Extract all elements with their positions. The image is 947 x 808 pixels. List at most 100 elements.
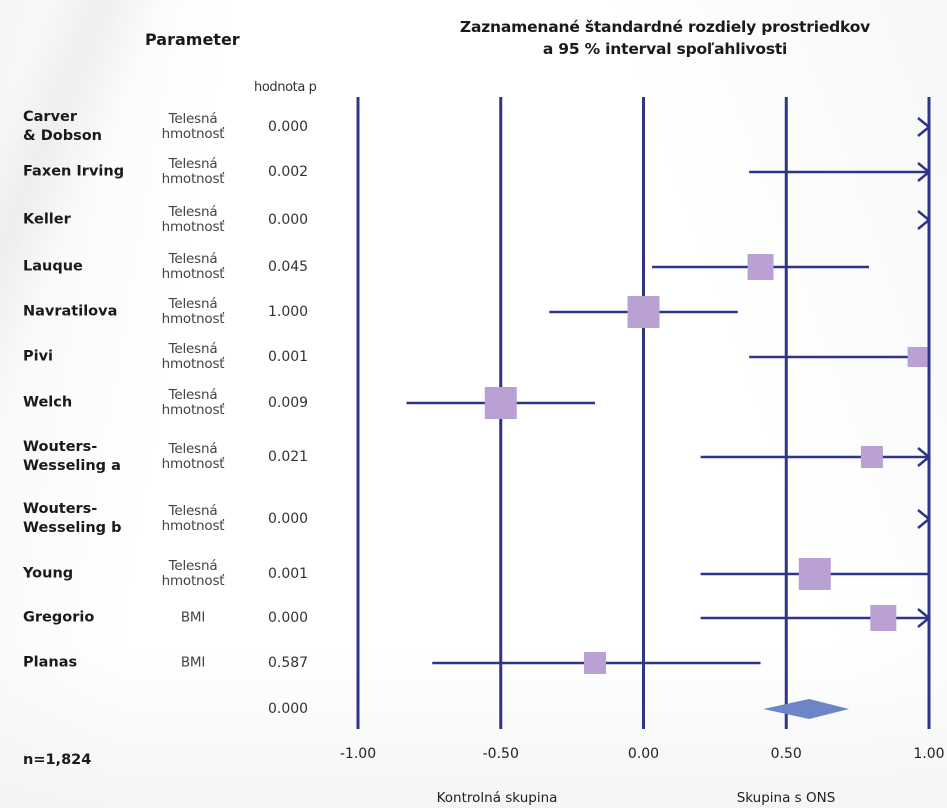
x-tick-label: 1.00: [913, 746, 944, 762]
study-parameter: Telesná hmotnosť: [148, 342, 238, 372]
study-parameter-line: Telesná: [168, 111, 218, 127]
study-parameter-line: hmotnosť: [161, 126, 225, 142]
chart-title-line-2: a 95 % interval spoľahlivosti: [542, 40, 788, 58]
study-parameter-line: BMI: [180, 654, 206, 671]
study-name-line: & Dobson: [23, 128, 102, 144]
study-parameter: Telesná hmotnosť: [148, 112, 238, 142]
study-p-value: 1.000: [268, 304, 309, 320]
study-p-value: 0.587: [268, 655, 309, 671]
study-name-line: Carver: [23, 109, 78, 125]
study-parameter-line: hmotnosť: [161, 171, 225, 187]
effect-estimate-box: [627, 296, 660, 328]
study-name: Keller: [23, 211, 148, 230]
study-name-line: Planas: [23, 654, 78, 671]
study-parameter: Telesná hmotnosť: [148, 205, 238, 235]
study-name: Planas: [23, 654, 148, 673]
x-tick-label: 0.00: [628, 746, 659, 762]
study-p-value: 0.000: [268, 119, 309, 135]
study-p-value: 0.000: [268, 212, 309, 228]
study-p-value: 0.021: [268, 449, 309, 465]
effect-estimate-box: [484, 387, 517, 419]
study-parameter: Telesná hmotnosť: [148, 388, 238, 418]
study-name-line: Wesseling b: [23, 520, 122, 536]
study-parameter-line: Telesná: [168, 296, 218, 312]
truncation-arrow: [917, 608, 931, 628]
x-tick-label: -1.00: [340, 746, 376, 762]
summary-p-value: 0.000: [268, 701, 309, 717]
study-p-value: 0.001: [268, 349, 309, 365]
study-name-line: Wouters-: [23, 439, 98, 455]
study-name-line: Young: [23, 565, 74, 582]
effect-estimate-box: [798, 558, 831, 590]
effect-estimate-box: [747, 254, 774, 280]
parameter-header: Parameter: [145, 30, 240, 49]
study-name-line: Wesseling a: [23, 458, 121, 474]
study-name: Navratilova: [23, 303, 148, 322]
study-parameter-line: Telesná: [168, 503, 218, 519]
study-name-line: Pivi: [23, 348, 54, 365]
effect-estimate-box: [870, 605, 897, 631]
study-parameter: Telesná hmotnosť: [148, 559, 238, 589]
x-tick-label: -0.50: [483, 746, 519, 762]
study-parameter-line: BMI: [180, 609, 206, 626]
study-parameter-line: Telesná: [168, 204, 218, 220]
study-p-value: 0.000: [268, 610, 309, 626]
study-p-value: 0.000: [268, 511, 309, 527]
study-name: Faxen Irving: [23, 163, 148, 182]
truncation-arrow: [917, 210, 931, 230]
effect-estimate-box: [860, 446, 883, 468]
study-p-value: 0.002: [268, 164, 309, 180]
truncation-arrow: [917, 162, 931, 182]
control-group-label: Kontrolná skupina: [436, 790, 558, 806]
study-p-value: 0.009: [268, 395, 309, 411]
study-parameter-line: hmotnosť: [161, 573, 225, 589]
chart-title-line-1: Zaznamenané štandardné rozdiely prostrie…: [459, 18, 871, 36]
study-parameter-line: Telesná: [168, 251, 218, 267]
study-name: Young: [23, 565, 148, 584]
effect-estimate-box: [583, 652, 606, 674]
study-name-line: Keller: [23, 211, 71, 228]
study-name-line: Faxen Irving: [23, 163, 125, 180]
study-parameter: Telesná hmotnosť: [148, 297, 238, 327]
study-parameter-line: hmotnosť: [161, 311, 225, 327]
study-parameter-line: Telesná: [168, 558, 218, 574]
study-name-line: Wouters-: [23, 501, 98, 517]
truncation-arrow: [917, 509, 931, 529]
truncation-arrow: [917, 117, 931, 137]
study-parameter-line: hmotnosť: [161, 356, 225, 372]
study-name: Wouters- Wesseling a: [23, 438, 148, 476]
study-name-line: Gregorio: [23, 609, 95, 626]
study-parameter: Telesná hmotnosť: [148, 504, 238, 534]
study-name-line: Lauque: [23, 258, 83, 275]
study-name: Pivi: [23, 348, 148, 367]
study-parameter: Telesná hmotnosť: [148, 252, 238, 282]
study-parameter: BMI: [148, 609, 238, 626]
truncation-arrow: [917, 447, 931, 467]
summary-diamond: [763, 699, 850, 719]
study-parameter: Telesná hmotnosť: [148, 442, 238, 472]
study-parameter-line: Telesná: [168, 441, 218, 457]
sample-size-label: n=1,824: [23, 752, 92, 768]
effect-estimate-box: [907, 347, 928, 367]
study-name: Wouters- Wesseling b: [23, 500, 148, 538]
study-parameter-line: hmotnosť: [161, 219, 225, 235]
treatment-group-label: Skupina s ONS: [736, 790, 836, 806]
p-value-header: hodnota p: [254, 80, 317, 95]
study-name: Lauque: [23, 258, 148, 277]
study-parameter-line: Telesná: [168, 156, 218, 172]
study-parameter: BMI: [148, 654, 238, 671]
study-name-line: Navratilova: [23, 303, 118, 320]
study-name-line: Welch: [23, 394, 73, 411]
study-name: Gregorio: [23, 609, 148, 628]
study-parameter-line: Telesná: [168, 387, 218, 403]
x-tick-label: 0.50: [771, 746, 802, 762]
study-parameter-line: hmotnosť: [161, 518, 225, 534]
study-parameter: Telesná hmotnosť: [148, 157, 238, 187]
study-name: Carver & Dobson: [23, 108, 148, 146]
study-parameter-line: hmotnosť: [161, 266, 225, 282]
study-p-value: 0.045: [268, 259, 309, 275]
study-parameter-line: Telesná: [168, 341, 218, 357]
study-p-value: 0.001: [268, 566, 309, 582]
study-parameter-line: hmotnosť: [161, 456, 225, 472]
